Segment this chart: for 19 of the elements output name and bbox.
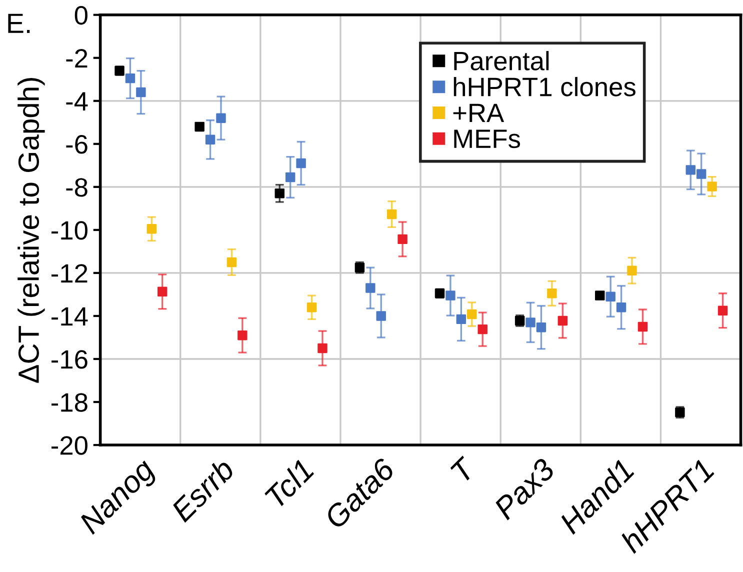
- legend-label: MEFs: [454, 130, 520, 148]
- x-tick-label: Tcl1: [264, 458, 314, 509]
- legend-label: Parental: [454, 51, 549, 70]
- y-tick-label: 0: [74, 6, 88, 25]
- y-tick-label: -20: [52, 436, 88, 455]
- y-tick-label: -2: [66, 49, 88, 68]
- y-axis-title: ΔCT (relative to Gapdh): [18, 78, 45, 383]
- x-tick-label: T: [450, 456, 478, 484]
- y-tick-label: -12: [52, 264, 88, 283]
- y-tick-label: -4: [66, 92, 88, 110]
- y-tick-label: -18: [52, 393, 88, 412]
- text: E.: [8, 14, 30, 33]
- legend-label: +RA: [453, 104, 504, 122]
- y-tick-label: -8: [66, 178, 88, 197]
- y-tick-label: -16: [52, 350, 88, 369]
- y-tick-label: -6: [66, 135, 88, 154]
- legend-label: hHPRT1 clones: [454, 76, 636, 96]
- y-tick-label: -10: [52, 221, 88, 240]
- y-tick-label: -14: [52, 307, 88, 326]
